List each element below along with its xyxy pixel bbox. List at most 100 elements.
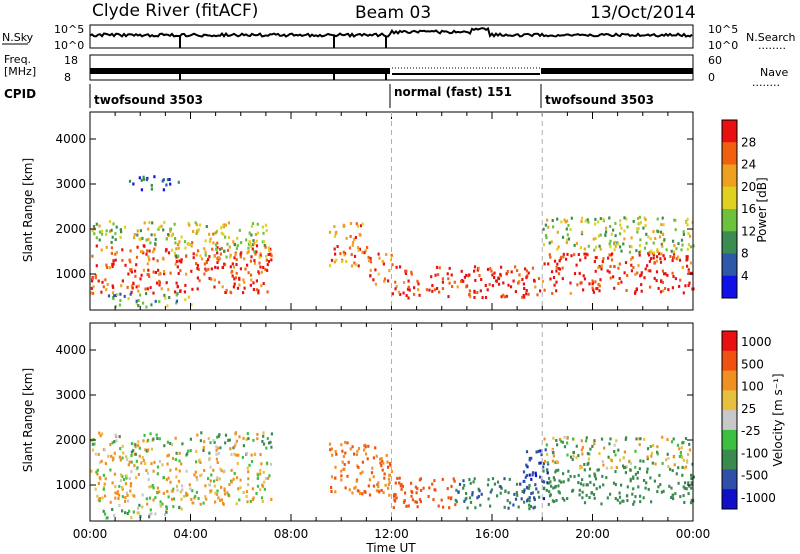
heatmap-cell <box>638 244 642 248</box>
nsky-label: N.Sky <box>2 31 34 44</box>
heatmap-cell <box>600 502 603 506</box>
heatmap-cell <box>155 281 159 285</box>
heatmap-cell <box>363 448 366 452</box>
heatmap-cell <box>531 266 534 270</box>
heatmap-cell <box>369 256 372 260</box>
heatmap-cell <box>529 505 533 508</box>
heatmap-cell <box>180 260 183 264</box>
heatmap-cell <box>676 443 680 447</box>
freq-band-2 <box>392 73 540 75</box>
heatmap-cell <box>212 232 215 236</box>
heatmap-cell <box>646 457 649 461</box>
heatmap-cell <box>248 463 251 467</box>
heatmap-cell <box>546 481 549 485</box>
heatmap-cell <box>575 263 578 267</box>
heatmap-cell <box>109 500 112 504</box>
heatmap-cell <box>127 499 130 503</box>
heatmap-cell <box>631 256 634 260</box>
heatmap-cell <box>569 291 572 295</box>
heatmap-cell <box>581 490 584 494</box>
heatmap-cell <box>546 471 549 475</box>
heatmap-cell <box>110 246 113 250</box>
heatmap-cell <box>634 272 637 276</box>
heatmap-cell <box>139 250 143 254</box>
heatmap-cell <box>252 438 255 442</box>
heatmap-cell <box>367 484 370 488</box>
heatmap-cell <box>157 268 160 272</box>
heatmap-cell <box>209 465 212 469</box>
heatmap-cell <box>124 499 127 503</box>
heatmap-cell <box>608 442 611 446</box>
heatmap-cell <box>613 240 616 244</box>
heatmap-cell <box>636 476 639 480</box>
heatmap-cell <box>95 244 98 248</box>
heatmap-cell <box>185 272 188 276</box>
heatmap-cell <box>626 274 629 277</box>
heatmap-cell <box>191 287 194 291</box>
heatmap-cell <box>653 261 657 265</box>
heatmap-cell <box>604 233 607 237</box>
heatmap-cell <box>355 453 358 457</box>
heatmap-cell <box>489 267 492 271</box>
heatmap-cell <box>249 259 252 263</box>
heatmap-cell <box>625 217 628 221</box>
heatmap-cell <box>689 501 693 505</box>
heatmap-cell <box>160 224 163 228</box>
heatmap-cell <box>630 257 633 261</box>
heatmap-cell <box>624 261 628 265</box>
heatmap-cell <box>230 480 233 484</box>
heatmap-cell <box>152 291 155 295</box>
heatmap-cell <box>227 493 230 497</box>
noise-panel: N.Sky 10^5 10^0 10^5 10^0 N.Search .....… <box>2 23 796 80</box>
heatmap-cell <box>238 283 241 287</box>
heatmap-cell <box>123 294 126 298</box>
heatmap-cell <box>636 471 639 474</box>
heatmap-cell <box>154 237 157 241</box>
heatmap-cell <box>677 466 680 470</box>
heatmap-cell <box>264 267 267 271</box>
heatmap-cell <box>594 222 597 226</box>
heatmap-cell <box>126 458 129 462</box>
heatmap-cell <box>135 299 138 303</box>
heatmap-cell <box>388 269 391 273</box>
heatmap-cell <box>97 481 100 485</box>
heatmap-cell <box>226 242 229 246</box>
heatmap-cell <box>585 252 588 256</box>
heatmap-cell <box>216 446 219 450</box>
heatmap-cell <box>136 245 139 249</box>
heatmap-cell <box>250 224 253 228</box>
heatmap-cell <box>212 439 215 442</box>
heatmap-cell <box>195 475 198 479</box>
heatmap-cell <box>674 277 677 281</box>
heatmap-cell <box>548 476 551 480</box>
heatmap-cell <box>436 287 439 290</box>
heatmap-cell <box>369 260 373 264</box>
heatmap-cell <box>170 443 174 447</box>
heatmap-cell <box>195 231 198 235</box>
heatmap-cell <box>130 470 133 474</box>
heatmap-cell <box>541 480 545 484</box>
heatmap-cell <box>175 247 178 251</box>
heatmap-cell <box>648 259 651 263</box>
heatmap-cell <box>643 276 646 280</box>
heatmap-cell <box>680 446 683 450</box>
heatmap-cell <box>624 437 627 441</box>
heatmap-cell <box>114 258 117 262</box>
heatmap-cell <box>448 281 451 285</box>
heatmap-cell <box>330 490 333 493</box>
heatmap-cell <box>113 294 116 298</box>
heatmap-cell <box>602 217 605 221</box>
heatmap-cell <box>382 262 385 266</box>
heatmap-cell <box>686 223 689 227</box>
heatmap-cell <box>349 447 352 451</box>
heatmap-cell <box>215 445 218 449</box>
heatmap-cell <box>357 246 360 250</box>
heatmap-cell <box>102 285 105 289</box>
heatmap-cell <box>245 490 249 494</box>
heatmap-cell <box>509 285 513 289</box>
heatmap-cell <box>540 453 543 457</box>
power-ylabel: Slant Range [km] <box>21 158 35 262</box>
heatmap-cell <box>555 289 558 293</box>
heatmap-cell <box>113 514 116 517</box>
heatmap-cell <box>197 228 200 232</box>
